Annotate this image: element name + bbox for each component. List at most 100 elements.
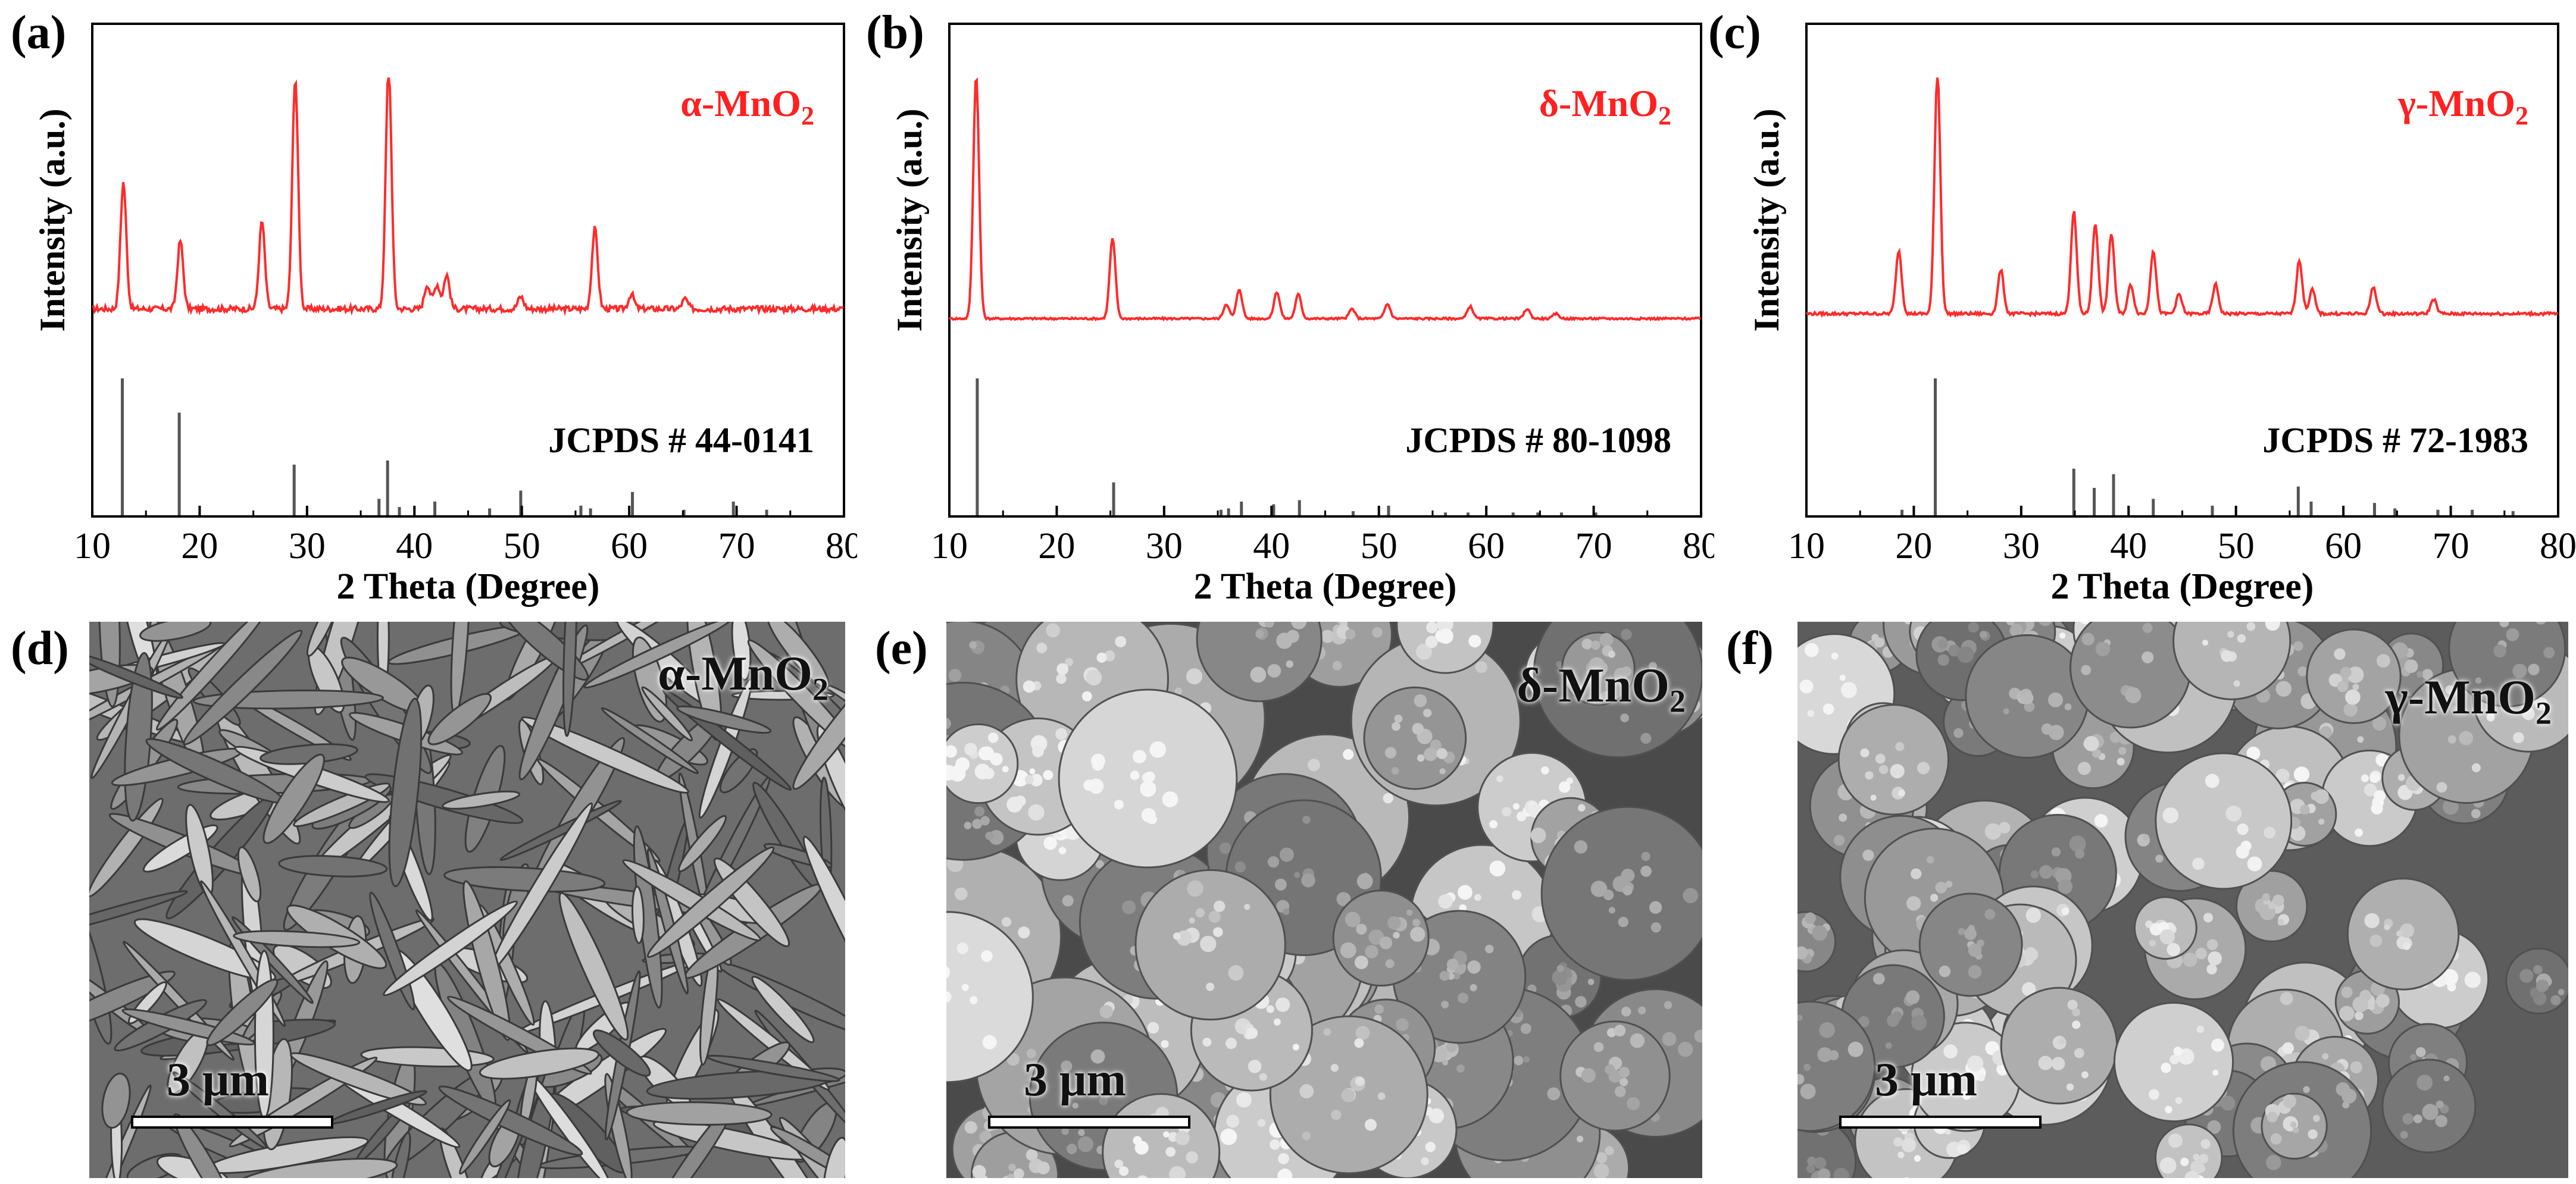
surface-grain	[1279, 847, 1294, 862]
surface-grain	[1002, 766, 1009, 773]
surface-grain	[1847, 1041, 1864, 1057]
surface-grain	[2190, 1160, 2205, 1174]
surface-grain	[2264, 826, 2276, 839]
surface-grain	[980, 816, 990, 826]
x-tick-label: 10	[931, 526, 968, 566]
rod-particle	[237, 846, 262, 903]
surface-grain	[1391, 767, 1399, 775]
xrd-pattern-line	[1805, 77, 2559, 318]
surface-grain	[1355, 1076, 1365, 1086]
surface-grain	[2436, 782, 2447, 793]
surface-grain	[1630, 1033, 1645, 1048]
surface-grain	[1865, 771, 1874, 780]
surface-grain	[1898, 790, 1905, 797]
surface-grain	[1979, 631, 1987, 639]
surface-grain	[2339, 1006, 2355, 1022]
surface-grain	[2155, 854, 2164, 863]
surface-grain	[1442, 1059, 1449, 1066]
sem-image-f: γ-MnO2 3 μm	[1797, 622, 2568, 1178]
surface-grain	[987, 732, 999, 743]
surface-grain	[1621, 629, 1632, 640]
surface-grain	[1581, 1068, 1596, 1083]
surface-grain	[1321, 629, 1334, 643]
surface-grain	[1512, 803, 1520, 810]
surface-grain	[1066, 1144, 1077, 1154]
surface-grain	[1600, 691, 1612, 703]
reference-label: JCPDS # 72-1983	[2262, 421, 2528, 460]
rod-particle	[822, 1136, 845, 1178]
surface-grain	[2536, 979, 2549, 992]
surface-grain	[1024, 775, 1034, 785]
rod-particle	[677, 815, 727, 872]
surface-grain	[1228, 965, 1244, 981]
rod-particle	[443, 866, 606, 892]
surface-grain	[2237, 823, 2249, 835]
surface-grain	[980, 1175, 988, 1178]
surface-grain	[1904, 1177, 1909, 1178]
surface-grain	[1906, 896, 1921, 911]
surface-grain	[2352, 996, 2369, 1013]
rod-particle	[290, 1052, 427, 1106]
surface-grain	[2184, 1171, 2200, 1178]
surface-grain	[2266, 1111, 2278, 1123]
surface-grain	[1467, 960, 1481, 974]
reference-label: JCPDS # 80-1098	[1405, 421, 1671, 460]
surface-grain	[956, 942, 968, 954]
surface-grain	[1614, 1086, 1626, 1097]
surface-grain	[1917, 762, 1930, 775]
surface-grain	[2322, 1053, 2329, 1060]
rod-particle	[206, 978, 279, 1047]
surface-grain	[1474, 894, 1481, 901]
surface-grain	[2337, 681, 2349, 693]
surface-grain	[1804, 912, 1816, 924]
surface-grain	[2536, 622, 2546, 625]
surface-grain	[1984, 909, 1996, 920]
x-tick-label: 80	[1683, 526, 1714, 566]
surface-grain	[2375, 994, 2390, 1008]
x-tick-label: 50	[504, 526, 540, 566]
surface-grain	[2280, 992, 2293, 1006]
surface-grain	[1558, 781, 1571, 793]
surface-grain	[2175, 1097, 2183, 1104]
surface-grain	[2308, 1129, 2318, 1139]
surface-grain	[2247, 856, 2262, 872]
surface-grain	[1806, 1164, 1815, 1173]
surface-grain	[1299, 1084, 1314, 1099]
surface-grain	[2294, 1026, 2310, 1041]
surface-grain	[2051, 1057, 2065, 1070]
surface-grain	[2083, 735, 2099, 751]
surface-grain	[1385, 959, 1395, 969]
rod-particle	[427, 693, 492, 746]
surface-grain	[2078, 844, 2086, 851]
surface-grain	[1797, 1074, 1805, 1085]
rod-particle	[133, 918, 276, 982]
surface-grain	[2142, 651, 2154, 663]
particle	[946, 723, 1019, 804]
surface-grain	[2400, 923, 2415, 938]
surface-grain	[1220, 1128, 1237, 1145]
surface-grain	[1605, 1064, 1615, 1075]
surface-grain	[1593, 1163, 1609, 1178]
surface-grain	[2300, 804, 2310, 815]
surface-grain	[949, 765, 966, 782]
surface-grain	[1945, 881, 1953, 888]
surface-grain	[2550, 995, 2561, 1006]
particle	[1396, 622, 1495, 674]
rod-particle	[751, 976, 815, 1044]
surface-grain	[2293, 641, 2303, 651]
rod-particle	[89, 970, 176, 1032]
surface-grain	[2340, 666, 2352, 678]
surface-grain	[1512, 890, 1522, 900]
surface-grain	[1081, 691, 1092, 701]
surface-grain	[1423, 709, 1432, 718]
surface-grain	[1173, 932, 1181, 940]
surface-grain	[1895, 742, 1905, 751]
surface-grain	[1523, 1056, 1530, 1063]
surface-grain	[1130, 770, 1140, 780]
sem-image-d: α-MnO2 3 μm	[89, 622, 845, 1178]
surface-grain	[1061, 1060, 1073, 1072]
surface-grain	[2355, 828, 2364, 837]
surface-grain	[2277, 919, 2284, 926]
surface-grain	[1392, 722, 1400, 731]
rod-particle	[101, 1072, 131, 1129]
